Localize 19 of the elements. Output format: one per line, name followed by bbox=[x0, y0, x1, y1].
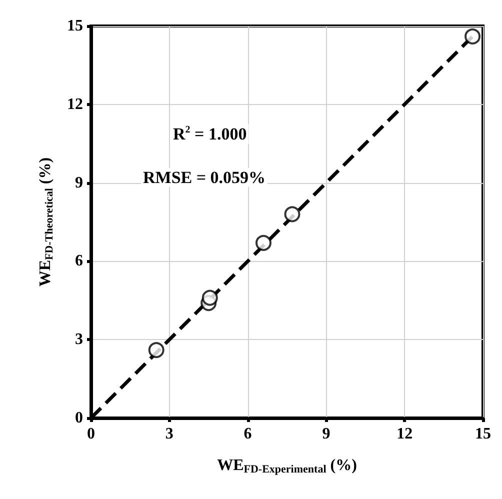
y-tick-label: 6 bbox=[75, 252, 83, 270]
x-tick-label: 15 bbox=[475, 426, 491, 442]
y-tick-label: 9 bbox=[75, 174, 83, 192]
annotation: RMSE = 0.059% bbox=[143, 168, 266, 187]
x-tick-label: 6 bbox=[244, 426, 252, 442]
x-tick-label: 9 bbox=[322, 426, 330, 442]
x-tick-label: 12 bbox=[396, 426, 413, 442]
point bbox=[148, 342, 164, 358]
point bbox=[464, 28, 481, 44]
x-tick-label: 3 bbox=[165, 426, 174, 442]
x-tick-label: 0 bbox=[87, 426, 95, 442]
point bbox=[284, 206, 300, 222]
y-tick-label: 12 bbox=[67, 96, 83, 113]
y-tick-label: 0 bbox=[75, 410, 83, 426]
y-tick-label: 3 bbox=[75, 331, 83, 348]
point bbox=[255, 234, 272, 251]
y-tick-label: 15 bbox=[67, 18, 83, 34]
point bbox=[202, 290, 218, 306]
y-axis-title: WEFD-Theoretical (%) bbox=[37, 157, 56, 287]
